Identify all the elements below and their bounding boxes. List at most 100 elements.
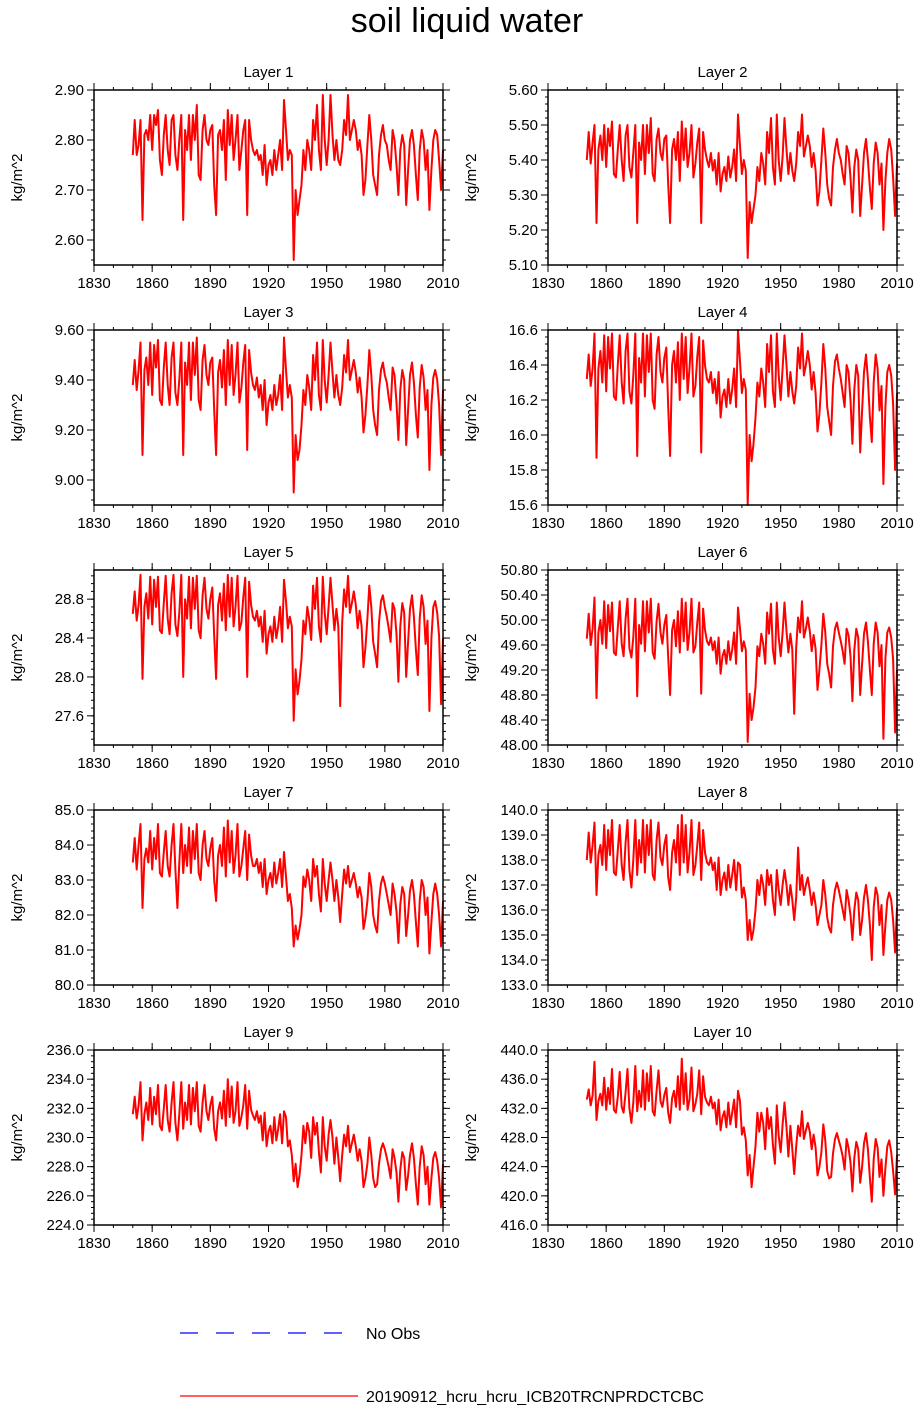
x-tick-label: 1860 <box>135 995 168 1012</box>
plot-frame <box>93 569 444 746</box>
x-tick-label: 1920 <box>706 755 739 772</box>
y-tick-label: 416.0 <box>500 1217 538 1234</box>
y-tick-label: 16.4 <box>509 357 538 374</box>
plot-frame <box>547 569 898 746</box>
y-tick-label: 81.0 <box>55 942 84 959</box>
x-tick-label: 1980 <box>368 755 401 772</box>
y-tick-label: 50.80 <box>500 562 538 579</box>
x-tick-label: 1890 <box>194 995 227 1012</box>
x-tick-label: 2010 <box>426 755 459 772</box>
x-tick-label: 1950 <box>310 1235 343 1252</box>
x-tick-label: 1920 <box>706 1235 739 1252</box>
panel-title: Layer 1 <box>243 64 293 81</box>
x-tick-label: 1860 <box>589 995 622 1012</box>
x-tick-label: 1920 <box>706 995 739 1012</box>
x-tick-label: 1980 <box>822 755 855 772</box>
panel-title: Layer 7 <box>243 784 293 801</box>
panel-layer-10: Layer 10 kg/m^2 1830 1860 1890 1920 1950 1980 20… <box>463 1024 914 1252</box>
panel-layer-6: Layer 6 kg/m^2 1830 1860 1890 1920 1950 1980 201… <box>463 544 914 772</box>
x-tick-label: 1830 <box>77 755 110 772</box>
y-tick-label: 428.0 <box>500 1130 538 1147</box>
x-tick-label: 1890 <box>194 275 227 292</box>
panel-title: Layer 5 <box>243 544 293 561</box>
y-tick-label: 85.0 <box>55 802 84 819</box>
x-tick-label: 2010 <box>880 995 913 1012</box>
y-tick-label: 9.40 <box>55 372 84 389</box>
x-tick-label: 2010 <box>880 755 913 772</box>
y-axis-label: kg/m^2 <box>9 394 26 442</box>
panel-title: Layer 10 <box>693 1024 751 1041</box>
y-tick-label: 436.0 <box>500 1071 538 1088</box>
x-tick-label: 1980 <box>368 995 401 1012</box>
y-tick-label: 49.60 <box>500 637 538 654</box>
panel-layer-4: Layer 4 kg/m^2 1830 1860 1890 1920 1950 1980 201… <box>463 304 914 532</box>
series-line <box>585 113 898 259</box>
y-tick-label: 5.60 <box>509 82 538 99</box>
x-tick-label: 1830 <box>531 515 564 532</box>
x-tick-label: 1920 <box>252 1235 285 1252</box>
x-tick-label: 1830 <box>531 275 564 292</box>
series-line <box>131 94 444 261</box>
y-tick-label: 9.60 <box>55 322 84 339</box>
y-tick-label: 424.0 <box>500 1159 538 1176</box>
x-tick-label: 1920 <box>252 995 285 1012</box>
y-tick-label: 9.00 <box>55 472 84 489</box>
y-tick-label: 5.10 <box>509 257 538 274</box>
y-axis-label: kg/m^2 <box>9 634 26 682</box>
x-tick-label: 1890 <box>648 515 681 532</box>
plot-frame <box>93 809 444 986</box>
x-tick-label: 1830 <box>77 995 110 1012</box>
panel-layer-2: Layer 2 kg/m^2 1830 1860 1890 1920 1950 1980 201… <box>463 64 914 292</box>
x-tick-label: 1890 <box>194 755 227 772</box>
y-tick-label: 2.90 <box>55 82 84 99</box>
y-axis-label: kg/m^2 <box>463 874 480 922</box>
panel-title: Layer 3 <box>243 304 293 321</box>
x-tick-label: 1830 <box>531 1235 564 1252</box>
x-tick-label: 1920 <box>252 275 285 292</box>
plot-frame <box>93 89 444 266</box>
x-tick-label: 1920 <box>252 515 285 532</box>
x-tick-label: 2010 <box>880 1235 913 1252</box>
x-tick-label: 1950 <box>764 1235 797 1252</box>
x-tick-label: 1980 <box>822 515 855 532</box>
y-tick-label: 140.0 <box>500 802 538 819</box>
y-tick-label: 134.0 <box>500 952 538 969</box>
panel-title: Layer 4 <box>697 304 747 321</box>
y-tick-label: 9.20 <box>55 422 84 439</box>
plot-frame <box>93 1049 444 1226</box>
x-tick-label: 1950 <box>310 995 343 1012</box>
y-tick-label: 230.0 <box>46 1130 84 1147</box>
series-line <box>131 336 444 494</box>
y-tick-label: 137.0 <box>500 877 538 894</box>
panel-layer-9: Layer 9 kg/m^2 1830 1860 1890 1920 1950 1980 201… <box>9 1024 460 1252</box>
panels: Layer 1 kg/m^2 1830 1860 1890 1920 1950 1980 201… <box>9 64 914 1252</box>
x-tick-label: 2010 <box>426 275 459 292</box>
y-tick-label: 236.0 <box>46 1042 84 1059</box>
figure-title: soil liquid water <box>351 2 583 40</box>
y-axis-label: kg/m^2 <box>9 1114 26 1162</box>
plot-frame <box>547 809 898 986</box>
x-tick-label: 2010 <box>426 995 459 1012</box>
x-tick-label: 1980 <box>368 1235 401 1252</box>
x-tick-label: 1860 <box>589 515 622 532</box>
y-tick-label: 228.0 <box>46 1159 84 1176</box>
x-tick-label: 2010 <box>426 1235 459 1252</box>
x-tick-label: 1980 <box>822 275 855 292</box>
y-tick-label: 48.40 <box>500 712 538 729</box>
x-tick-label: 1950 <box>310 275 343 292</box>
series-line <box>585 1057 898 1203</box>
y-tick-label: 5.30 <box>509 187 538 204</box>
x-tick-label: 1860 <box>135 755 168 772</box>
panel-layer-7: Layer 7 kg/m^2 1830 1860 1890 1920 1950 1980 201… <box>9 784 460 1012</box>
x-tick-label: 1950 <box>764 995 797 1012</box>
panel-title: Layer 6 <box>697 544 747 561</box>
y-tick-label: 83.0 <box>55 872 84 889</box>
y-tick-label: 15.8 <box>509 462 538 479</box>
x-tick-label: 1890 <box>648 1235 681 1252</box>
x-tick-label: 1920 <box>706 275 739 292</box>
panel-layer-1: Layer 1 kg/m^2 1830 1860 1890 1920 1950 1980 201… <box>9 64 460 292</box>
y-tick-label: 232.0 <box>46 1100 84 1117</box>
x-tick-label: 1890 <box>648 995 681 1012</box>
x-tick-label: 1860 <box>589 275 622 292</box>
series-line <box>585 814 898 961</box>
